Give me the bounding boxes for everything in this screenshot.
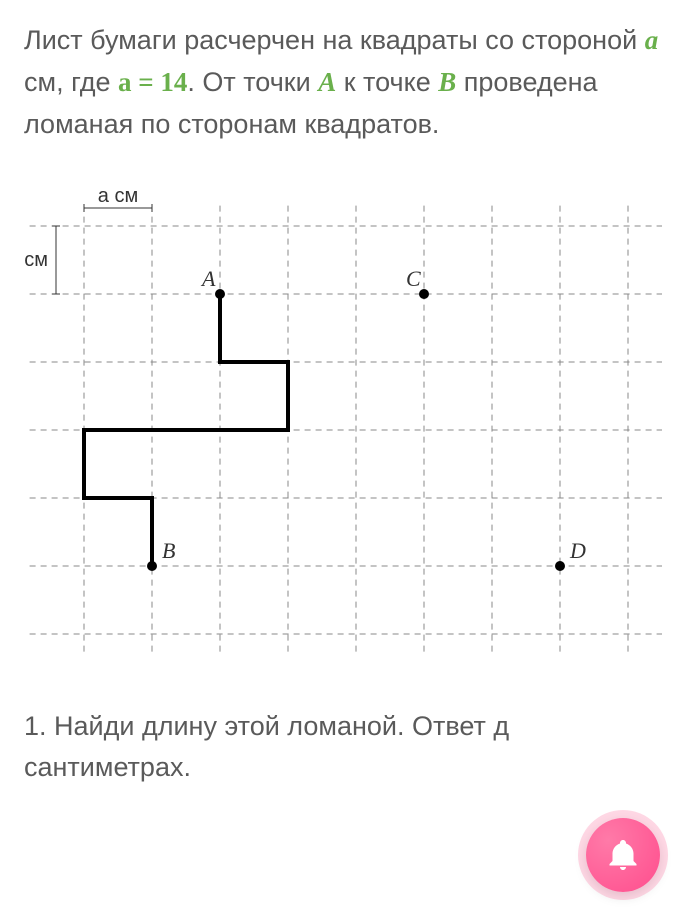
text-part-1: см, где — [24, 67, 118, 97]
bell-icon — [605, 837, 641, 873]
text-part-0: Лист бумаги расчерчен на квадраты со сто… — [24, 25, 645, 55]
text-part-2: . От точки — [187, 67, 318, 97]
question-line2: сантиметрах. — [24, 752, 191, 782]
point-b-ref: B — [438, 67, 456, 97]
grid-diagram: a см a см A B C D — [24, 186, 664, 666]
question-prefix: 1. Найди длину этой ломаной. Ответ д — [24, 711, 509, 741]
svg-text:D: D — [569, 538, 586, 563]
eq-a: a = 14 — [118, 67, 187, 97]
point-a-ref: A — [318, 67, 336, 97]
problem-statement: Лист бумаги расчерчен на квадраты со сто… — [24, 20, 660, 146]
question-1: 1. Найди длину этой ломаной. Ответ д сан… — [24, 706, 660, 790]
text-part-3: к точке — [336, 67, 438, 97]
svg-text:C: C — [406, 266, 421, 291]
svg-text:A: A — [200, 266, 216, 291]
svg-text:a см: a см — [24, 249, 48, 271]
var-a: a — [645, 25, 659, 55]
notification-button[interactable] — [586, 818, 660, 892]
svg-text:B: B — [162, 538, 175, 563]
svg-text:a см: a см — [98, 186, 138, 207]
